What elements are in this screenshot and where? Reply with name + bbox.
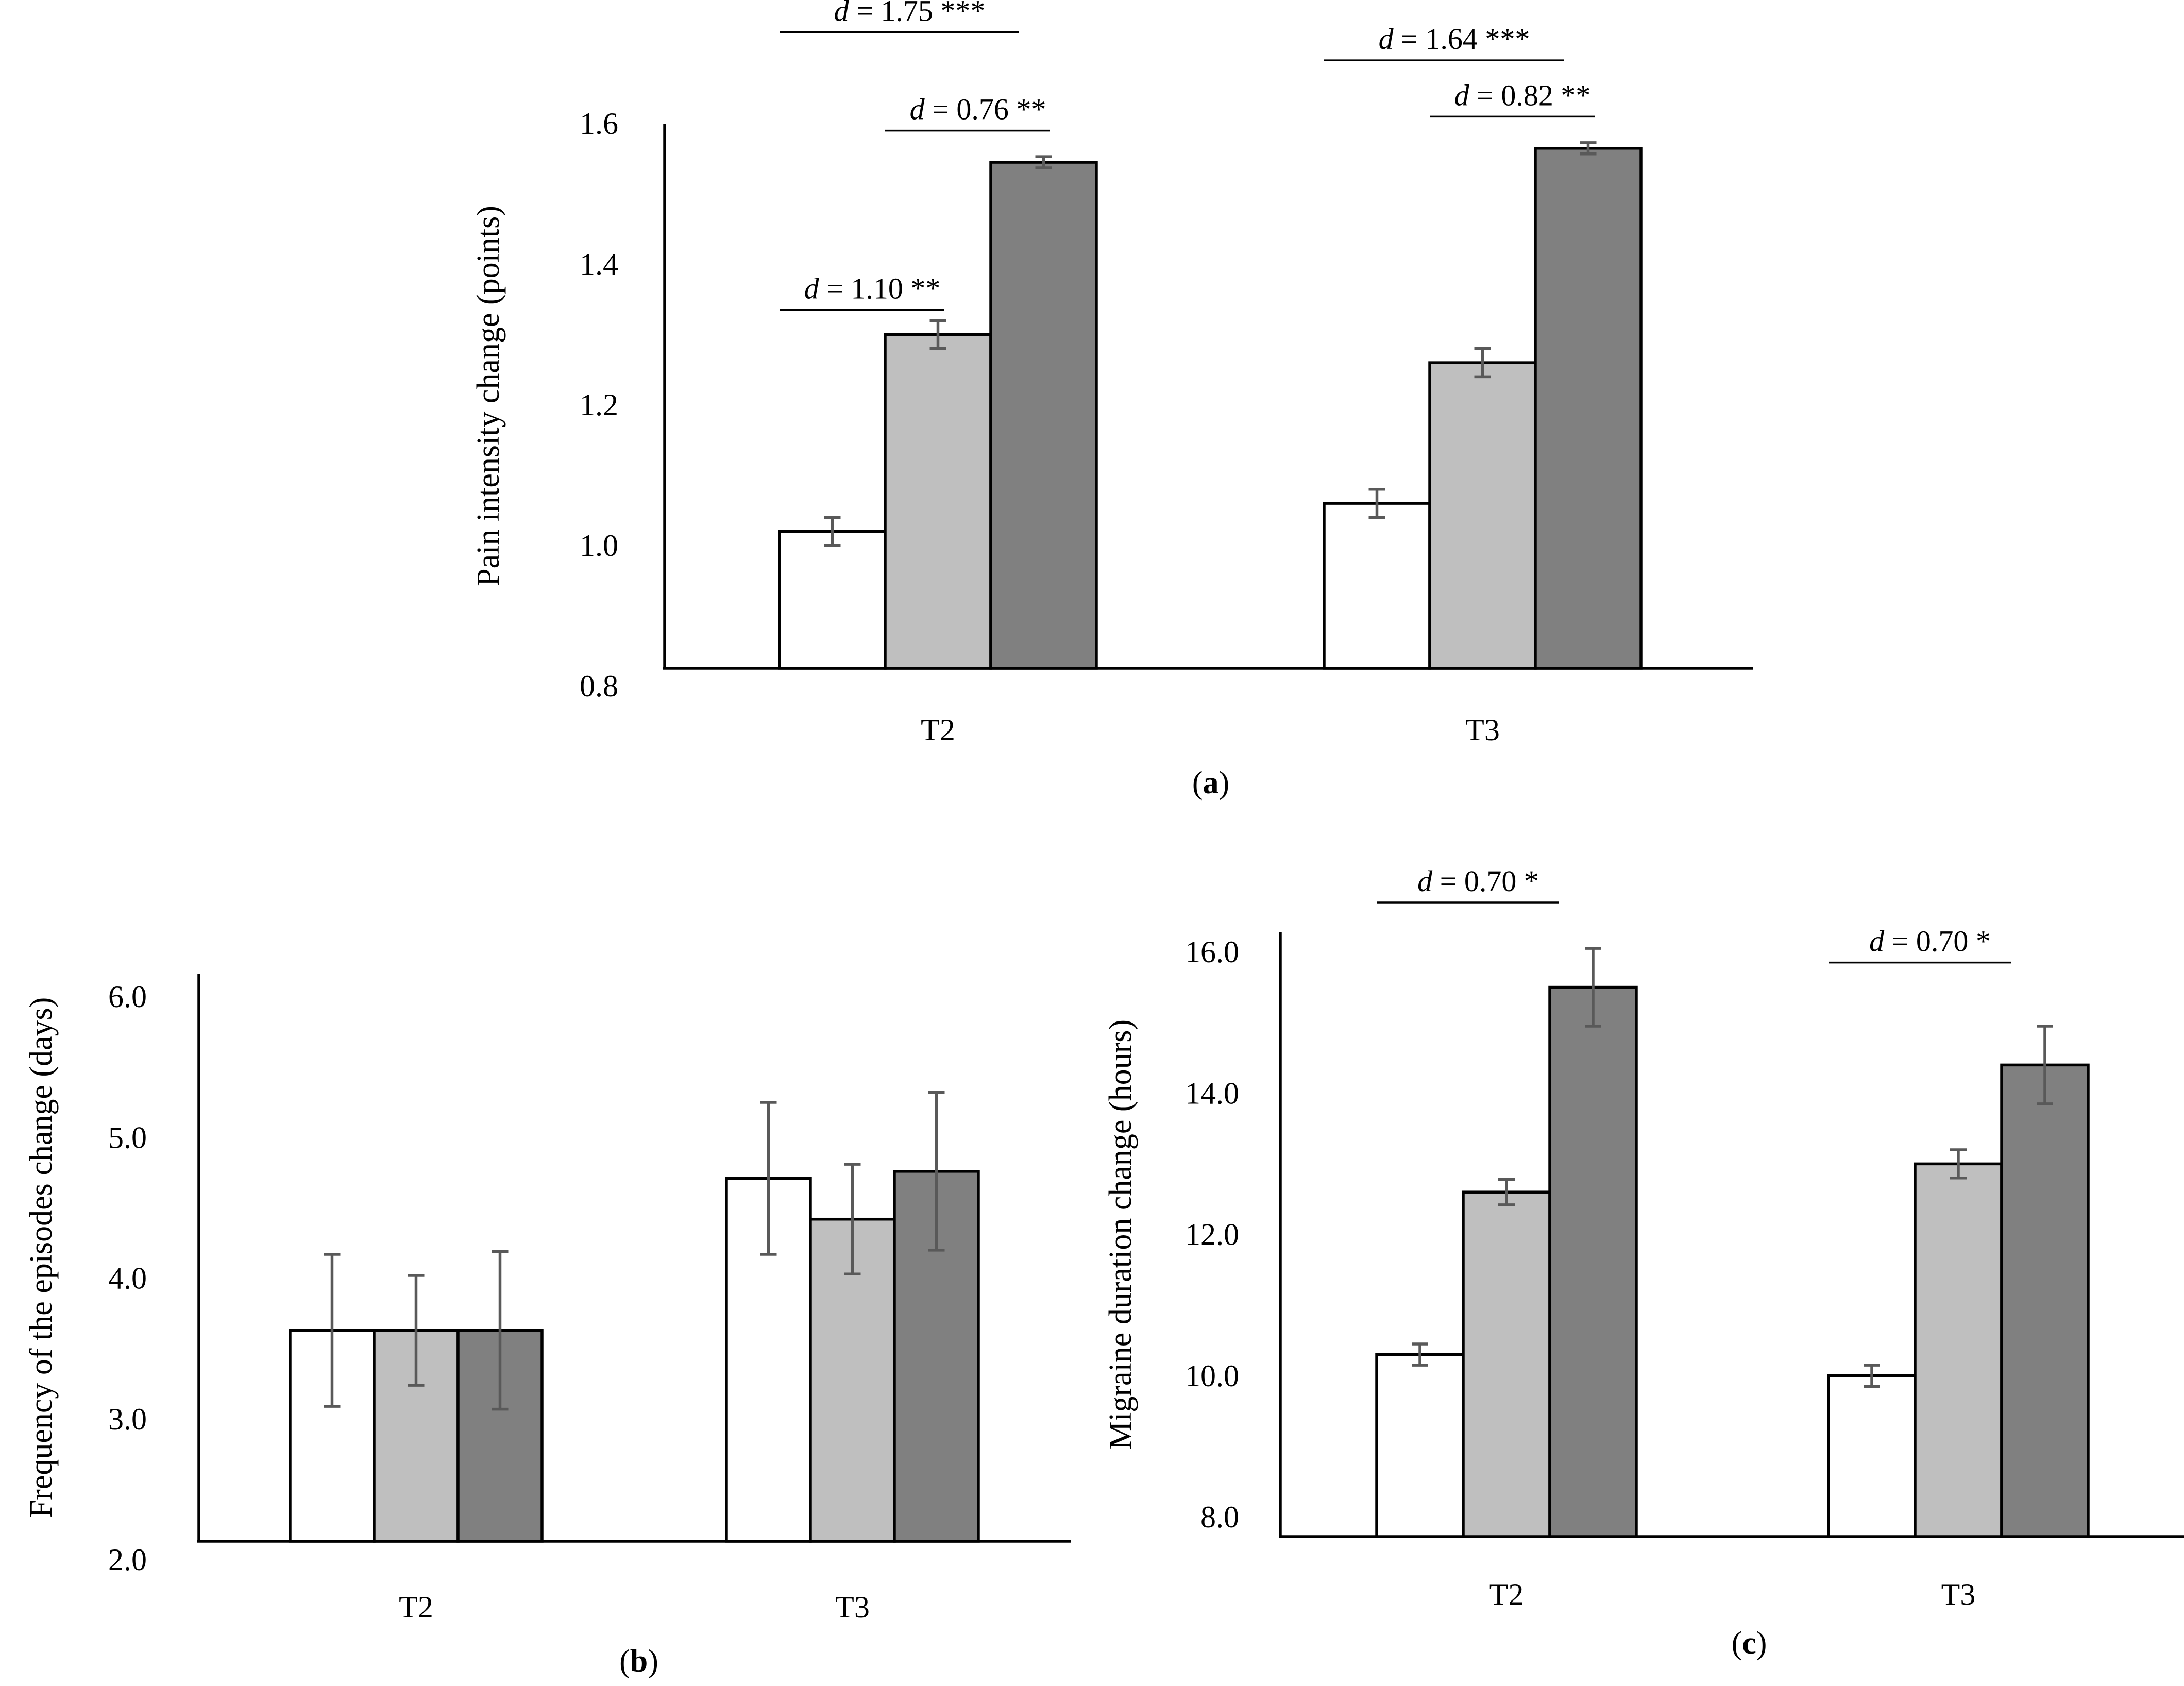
error-bar <box>2037 1025 2053 1105</box>
effect-size-label: d = 0.82 ** <box>1454 78 1591 112</box>
bar-t2-series-1 <box>1375 1353 1465 1538</box>
y-axis-title: Migraine duration change (hours) <box>1103 1019 1138 1450</box>
error-bar <box>324 1253 341 1408</box>
effect-size-label: d = 1.75 *** <box>834 0 986 28</box>
x-category-label: T2 <box>1489 1577 1524 1611</box>
y-axis-title: Frequency of the episodes change (days) <box>24 997 59 1518</box>
y-tick-label: 0.8 <box>580 669 618 703</box>
effect-size-label: d = 1.64 *** <box>1379 22 1530 56</box>
y-tick-label: 2.0 <box>108 1543 147 1577</box>
panel-a-chart: 0.8 1.0 1.2 1.4 1.6 Pain intensity change (po… <box>471 0 1753 801</box>
effect-size-label: d = 0.70 * <box>1417 864 1539 898</box>
error-bar <box>1580 141 1597 156</box>
y-tick-label: 8.0 <box>1200 1500 1239 1534</box>
x-category-label: T3 <box>1465 713 1500 747</box>
error-bar <box>1498 1178 1515 1206</box>
y-tick-label: 14.0 <box>1185 1076 1239 1110</box>
y-tick-label: 1.6 <box>580 107 618 141</box>
bar-t3-series-2 <box>1428 361 1537 670</box>
error-bar <box>1368 488 1385 519</box>
panel-caption: (c) <box>1732 1626 1767 1661</box>
effect-size-label: d = 1.10 ** <box>804 272 941 305</box>
y-tick-label: 6.0 <box>108 980 147 1014</box>
effect-size-label: d = 0.76 ** <box>910 93 1046 126</box>
y-tick-label: 1.0 <box>580 529 618 563</box>
bar-t3-series-3 <box>1534 147 1643 670</box>
y-tick-label: 1.2 <box>580 388 618 422</box>
x-category-label: T3 <box>1941 1577 1976 1611</box>
error-bar <box>492 1250 509 1411</box>
error-bar <box>1035 155 1052 169</box>
bar-t2-series-1 <box>778 530 887 670</box>
bar-t3-series-2 <box>1914 1162 2003 1538</box>
y-axis-title: Pain intensity change (points) <box>471 206 506 586</box>
bar-t2-series-3 <box>1548 985 1638 1538</box>
bar-t2-series-2 <box>884 333 992 670</box>
bar-t2-series-3 <box>989 161 1098 670</box>
error-bar <box>1864 1364 1880 1388</box>
bar-t2-series-2 <box>1462 1190 1551 1538</box>
y-tick-label: 4.0 <box>108 1262 147 1296</box>
error-bar <box>760 1101 777 1256</box>
error-bar <box>844 1163 861 1276</box>
panel-c-chart: 8.0 10.0 12.0 14.0 16.0 Migraine duration cha… <box>1103 864 2184 1661</box>
error-bar <box>928 1091 945 1252</box>
panel-caption: (a) <box>1192 765 1229 801</box>
error-bar <box>1585 947 1601 1028</box>
x-category-label: T2 <box>921 713 955 747</box>
y-tick-label: 3.0 <box>108 1402 147 1436</box>
bar-t3-series-1 <box>1827 1374 1917 1538</box>
bar-t3-series-1 <box>1323 502 1431 670</box>
error-bar <box>1474 347 1491 379</box>
y-tick-label: 10.0 <box>1185 1359 1239 1393</box>
bar-t3-series-1 <box>725 1177 812 1543</box>
effect-size-label: d = 0.70 * <box>1869 925 1991 958</box>
panel-b-chart: 2.0 3.0 4.0 5.0 6.0 Frequency of the episodes… <box>24 974 1071 1679</box>
x-category-label: T3 <box>835 1590 870 1624</box>
y-tick-label: 16.0 <box>1185 935 1239 969</box>
error-bar <box>824 516 841 547</box>
error-bar <box>1412 1342 1428 1367</box>
error-bar <box>929 319 946 350</box>
y-tick-label: 12.0 <box>1185 1218 1239 1252</box>
x-category-label: T2 <box>399 1590 433 1624</box>
bar-t3-series-3 <box>2000 1063 2090 1538</box>
panel-caption: (b) <box>619 1644 658 1679</box>
y-tick-label: 1.4 <box>580 247 618 281</box>
error-bar <box>1950 1148 1967 1180</box>
y-tick-label: 5.0 <box>108 1120 147 1154</box>
error-bar <box>408 1274 425 1387</box>
